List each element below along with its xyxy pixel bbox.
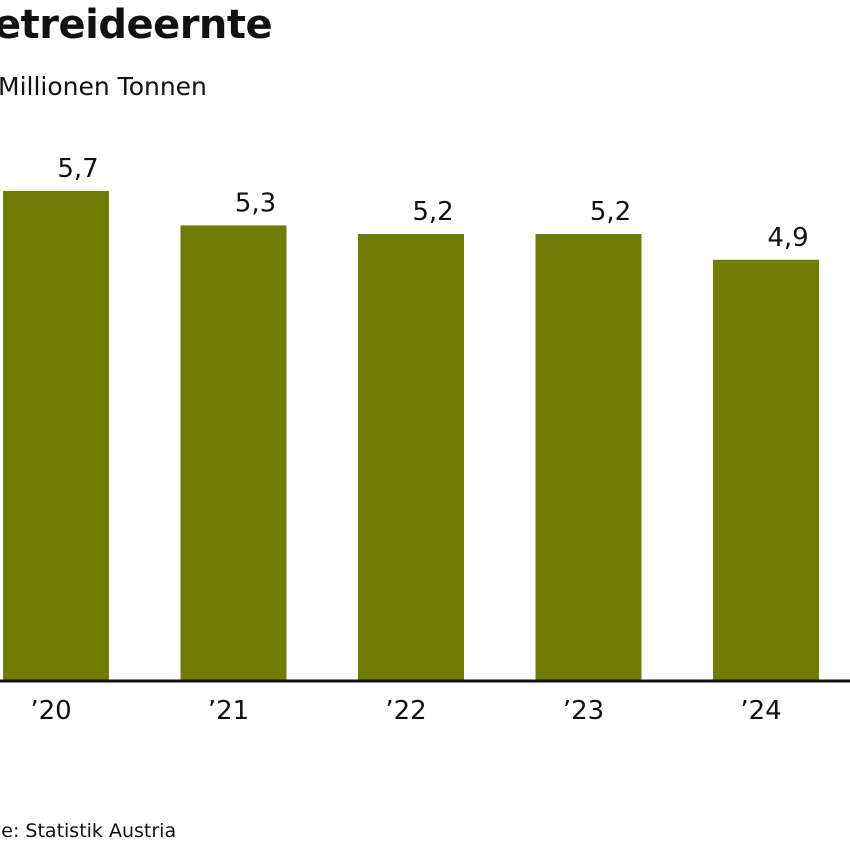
- value-label-3: 5,2: [590, 197, 631, 227]
- x-tick-label-4: ’24: [740, 696, 781, 726]
- x-tick-label-2: ’22: [385, 696, 426, 726]
- value-label-0: 5,7: [57, 154, 98, 184]
- source-note: le: Statistik Austria: [0, 820, 177, 842]
- bar-0: [3, 191, 109, 681]
- bar-1: [180, 225, 287, 681]
- bar-3: [535, 234, 642, 681]
- bar-2: [358, 234, 464, 681]
- value-label-2: 5,2: [412, 197, 453, 227]
- chart-subtitle: Millionen Tonnen: [0, 72, 207, 101]
- x-tick-label-3: ’23: [563, 696, 604, 726]
- bar-4: [713, 259, 819, 681]
- chart-title: etreideernte: [0, 2, 273, 48]
- value-label-4: 4,9: [767, 223, 808, 253]
- x-tick-label-0: ’20: [30, 696, 71, 726]
- value-label-1: 5,3: [235, 188, 276, 218]
- x-tick-label-1: ’21: [208, 696, 249, 726]
